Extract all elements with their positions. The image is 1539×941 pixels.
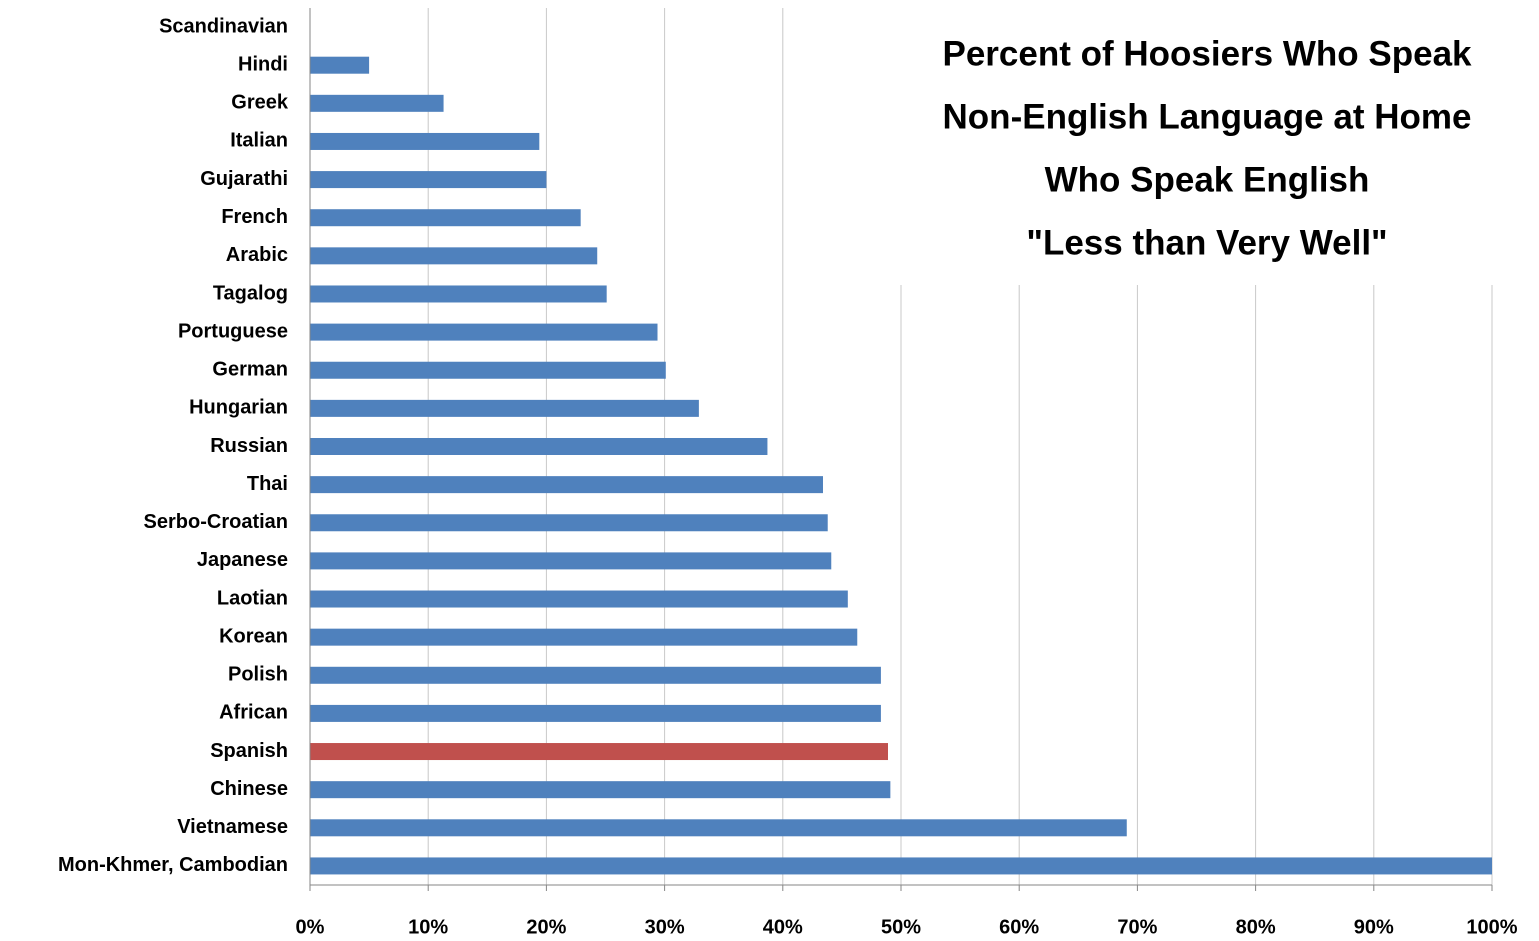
x-tick-label: 10% (408, 916, 448, 938)
bar (310, 476, 823, 494)
x-tick-label: 90% (1354, 916, 1394, 938)
bar (310, 132, 540, 150)
x-tick-label: 70% (1117, 916, 1157, 938)
y-tick-label: Mon-Khmer, Cambodian (58, 854, 288, 876)
x-tick-label: 100% (1466, 916, 1517, 938)
x-tick-label: 30% (645, 916, 685, 938)
chart-title: Who Speak English (1045, 160, 1370, 199)
x-tick-label: 80% (1236, 916, 1276, 938)
chart-title: Percent of Hoosiers Who Speak (942, 34, 1472, 73)
bar (310, 399, 699, 417)
y-tick-label: Laotian (217, 587, 288, 609)
y-tick-label: African (219, 702, 288, 724)
bar (310, 781, 891, 799)
y-tick-label: Portuguese (178, 320, 288, 342)
bar (310, 323, 658, 341)
y-tick-label: Greek (231, 92, 289, 114)
bar (310, 552, 832, 570)
y-tick-label: Hindi (238, 53, 288, 75)
x-tick-label: 60% (999, 916, 1039, 938)
y-tick-label: Serbo-Croatian (144, 511, 288, 533)
chart-title: "Less than Very Well" (1026, 223, 1387, 262)
y-tick-label: Gujarathi (200, 168, 288, 190)
bar (310, 857, 1492, 875)
x-tick-label: 20% (526, 916, 566, 938)
bar (310, 209, 581, 227)
chart-title: Non-English Language at Home (943, 97, 1472, 136)
x-tick-label: 0% (296, 916, 325, 938)
bar (310, 666, 881, 684)
bar (310, 514, 828, 532)
y-tick-label: German (212, 359, 288, 381)
y-tick-label: Spanish (210, 740, 288, 762)
y-tick-label: Japanese (197, 549, 288, 571)
bar (310, 56, 370, 74)
bar (310, 704, 881, 722)
y-tick-label: Tagalog (213, 282, 288, 304)
bar (310, 94, 444, 112)
x-tick-label: 40% (763, 916, 803, 938)
y-tick-label: Arabic (226, 244, 288, 266)
bar (310, 171, 547, 189)
y-tick-label: Korean (219, 625, 288, 647)
bar (310, 438, 768, 455)
bar (310, 285, 607, 303)
y-tick-label: Russian (210, 435, 288, 457)
bar (310, 361, 666, 379)
y-tick-label: Scandinavian (159, 15, 288, 37)
bar (310, 247, 598, 265)
x-tick-label: 50% (881, 916, 921, 938)
y-tick-label: Hungarian (189, 397, 288, 419)
y-tick-label: Italian (230, 130, 288, 152)
y-tick-label: Polish (228, 664, 288, 686)
y-tick-label: Thai (247, 473, 288, 495)
bar (310, 590, 848, 608)
y-tick-label: Chinese (210, 778, 288, 800)
y-tick-label: Vietnamese (177, 816, 288, 838)
title-background (880, 0, 1539, 285)
bar (310, 819, 1127, 837)
y-tick-label: French (221, 206, 288, 228)
bar (310, 743, 888, 761)
bar (310, 628, 858, 646)
